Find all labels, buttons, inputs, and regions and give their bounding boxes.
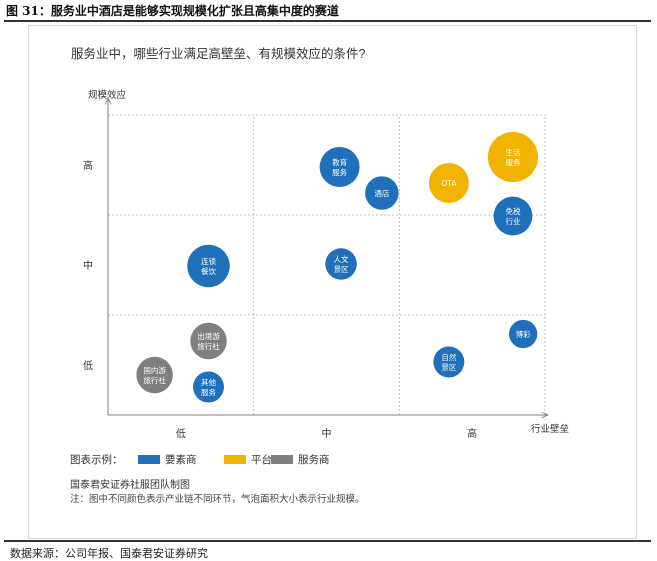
bubble-label: 景区 xyxy=(334,265,349,274)
top-rule xyxy=(4,20,651,22)
source-note: 数据来源：公司年报、国泰君安证券研究 xyxy=(10,547,208,560)
bubble-circle xyxy=(487,131,539,183)
bubble-circle xyxy=(493,196,533,236)
y-axis-label: 规模效应 xyxy=(88,89,127,101)
legend-swatch xyxy=(271,455,293,464)
bubble-circle xyxy=(365,176,399,210)
bubble-label: 出境游 xyxy=(197,331,220,341)
bubble-circle xyxy=(187,244,230,288)
grid xyxy=(108,114,546,415)
legend-swatch xyxy=(224,455,246,464)
bubble-label: 连锁 xyxy=(201,256,216,266)
bubble: OTA xyxy=(428,163,469,203)
legend-title: 图表示例： xyxy=(70,453,123,466)
legend-swatch xyxy=(138,455,160,464)
x-tick-label: 高 xyxy=(467,427,477,440)
legend: 图表示例： 要素商 平台 服务商 xyxy=(70,453,330,466)
y-tick-label: 高 xyxy=(83,159,93,172)
bubble-circle xyxy=(509,319,538,349)
legend-label: 平台 xyxy=(251,453,272,466)
bubble-label: 教育 xyxy=(332,157,347,167)
bubble-label: OTA xyxy=(441,179,457,188)
chart-panel xyxy=(28,25,637,539)
bubble-label: 生活 xyxy=(505,147,520,157)
chart-footnote: 注：图中不同颜色表示产业链不同环节，气泡面积大小表示行业规模。 xyxy=(70,493,365,505)
tick-labels: 低中高低中高 xyxy=(83,159,477,440)
bubble-circle xyxy=(319,147,360,187)
legend-label: 服务商 xyxy=(298,453,330,466)
bubble-label: 酒店 xyxy=(374,188,389,198)
bubble-label: 免税 xyxy=(505,206,520,216)
x-axis-label: 行业壁垒 xyxy=(531,423,569,435)
bubble-label: 人文 xyxy=(334,254,349,264)
x-tick-label: 中 xyxy=(322,427,332,440)
bubble-label: 服务 xyxy=(201,387,216,397)
bubble-label: 景区 xyxy=(441,363,456,372)
bubble-label: 旅行社 xyxy=(197,341,220,351)
figure-title: 图 31：服务业中酒店是能够实现规模化扩张且高集中度的赛道 xyxy=(6,4,339,18)
bubble: 博彩 xyxy=(509,319,538,349)
legend-label: 要素商 xyxy=(165,453,197,466)
y-tick-label: 低 xyxy=(83,359,93,372)
bubble-label: 国内游 xyxy=(143,365,166,375)
bubble-circle xyxy=(428,163,469,203)
bubble-label: 其他 xyxy=(201,377,216,387)
bubble-label: 博彩 xyxy=(516,329,531,339)
bubble-circle xyxy=(190,322,227,360)
chart-credit: 国泰君安证券社服团队制图 xyxy=(70,478,190,491)
bubble-circle xyxy=(325,248,357,280)
chart-title: 服务业中，哪些行业满足高壁垒、有规模效应的条件? xyxy=(71,46,366,61)
bubble-circle xyxy=(193,371,225,403)
x-tick-label: 低 xyxy=(176,427,186,440)
bubble-circle xyxy=(136,356,173,394)
bubble-label: 餐饮 xyxy=(201,266,216,276)
bubble-label: 自然 xyxy=(441,352,456,362)
y-tick-label: 中 xyxy=(83,259,93,272)
bubble-label: 服务 xyxy=(332,167,347,177)
bubble-label: 服务 xyxy=(505,157,520,167)
bubble-label: 行业 xyxy=(505,216,520,226)
bottom-rule xyxy=(4,540,651,542)
bubble-circle xyxy=(433,346,465,378)
bubble-label: 旅行社 xyxy=(143,375,166,385)
bubble: 酒店 xyxy=(365,176,399,210)
